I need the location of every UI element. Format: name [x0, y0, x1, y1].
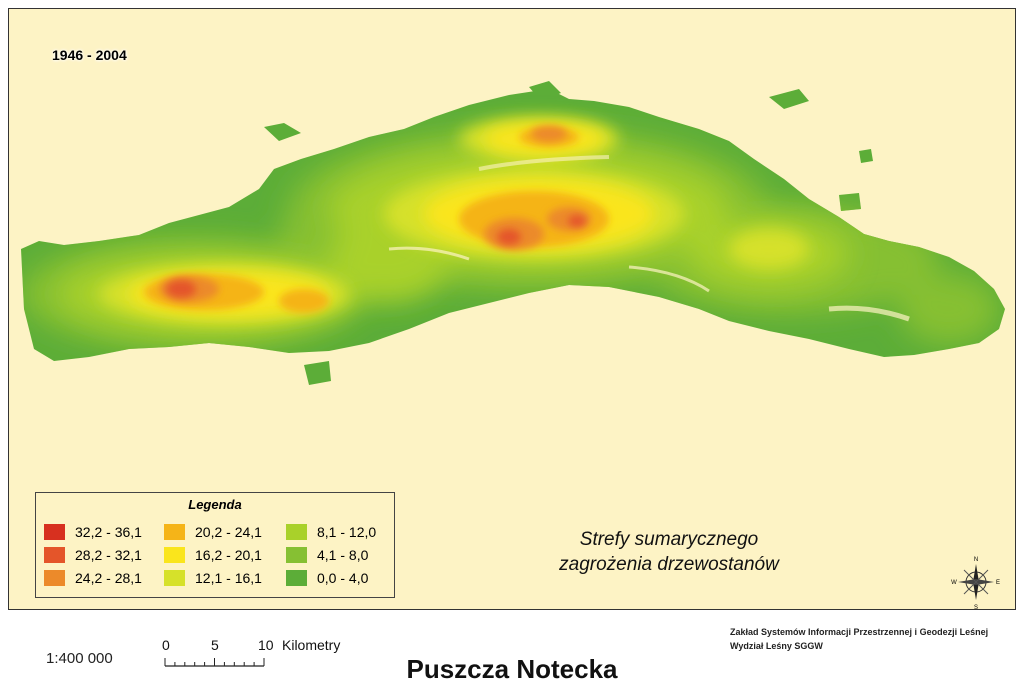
legend-label: 8,1 - 12,0: [317, 523, 377, 540]
legend-swatch: [164, 546, 185, 563]
legend-label: 28,2 - 32,1: [75, 546, 142, 563]
scale-ratio: 1:400 000: [46, 650, 113, 667]
south-label: S: [974, 605, 978, 610]
legend-label: 24,2 - 28,1: [75, 569, 142, 586]
forest-map: [21, 81, 1005, 385]
legend-swatch: [286, 523, 307, 540]
legend-item: 24,2 - 28,1: [44, 566, 142, 589]
legend-column-3: 8,1 - 12,0 4,1 - 8,0 0,0 - 4,0: [286, 520, 376, 589]
legend-column-2: 20,2 - 24,1 16,2 - 20,1 12,1 - 16,1: [164, 520, 262, 589]
legend-label: 20,2 - 24,1: [195, 523, 262, 540]
legend-item: 16,2 - 20,1: [164, 543, 262, 566]
legend-item: 12,1 - 16,1: [164, 566, 262, 589]
legend-label: 12,1 - 16,1: [195, 569, 262, 586]
legend-label: 16,2 - 20,1: [195, 546, 262, 563]
credit-line-2: Wydział Leśny SGGW: [730, 641, 823, 651]
legend-swatch: [44, 523, 65, 540]
north-label: N: [974, 557, 978, 563]
legend: Legenda 32,2 - 36,1 28,2 - 32,1 24,2 - 2…: [35, 492, 395, 598]
legend-item: 0,0 - 4,0: [286, 566, 376, 589]
map-caption-line-2: zagrożenia drzewostanów: [559, 554, 779, 575]
legend-swatch: [44, 569, 65, 586]
credit: Zakład Systemów Informacji Przestrzennej…: [730, 625, 988, 653]
scale-bar: [164, 658, 265, 667]
legend-swatch: [164, 569, 185, 586]
legend-item: 28,2 - 32,1: [44, 543, 142, 566]
legend-label: 4,1 - 8,0: [317, 546, 369, 563]
map-caption: Strefy sumarycznego zagrożenia drzewosta…: [539, 527, 799, 577]
legend-item: 8,1 - 12,0: [286, 520, 376, 543]
legend-label: 0,0 - 4,0: [317, 569, 369, 586]
legend-column-1: 32,2 - 36,1 28,2 - 32,1 24,2 - 28,1: [44, 520, 142, 589]
legend-title: Legenda: [188, 497, 242, 512]
legend-item: 20,2 - 24,1: [164, 520, 262, 543]
map-caption-line-1: Strefy sumarycznego: [579, 529, 759, 550]
scale-unit: Kilometry: [282, 637, 341, 653]
scale-tick-label: 0: [162, 637, 170, 653]
scale-tick-label: 10: [258, 637, 274, 653]
map-frame: 1946 - 2004 Legenda 32,2 - 36,1 28,2 - 3…: [8, 8, 1016, 610]
period-label: 1946 - 2004: [52, 47, 127, 63]
legend-item: 4,1 - 8,0: [286, 543, 376, 566]
east-label: E: [996, 580, 1000, 586]
north-arrow-icon: N S E W: [951, 557, 1000, 610]
legend-item: 32,2 - 36,1: [44, 520, 142, 543]
scale-tick-label: 5: [211, 637, 219, 653]
legend-swatch: [286, 546, 307, 563]
legend-label: 32,2 - 36,1: [75, 523, 142, 540]
west-label: W: [951, 580, 957, 586]
legend-swatch: [286, 569, 307, 586]
map-title: Puszcza Notecka: [406, 654, 618, 684]
legend-swatch: [164, 523, 185, 540]
legend-swatch: [44, 546, 65, 563]
credit-line-1: Zakład Systemów Informacji Przestrzennej…: [730, 627, 989, 637]
